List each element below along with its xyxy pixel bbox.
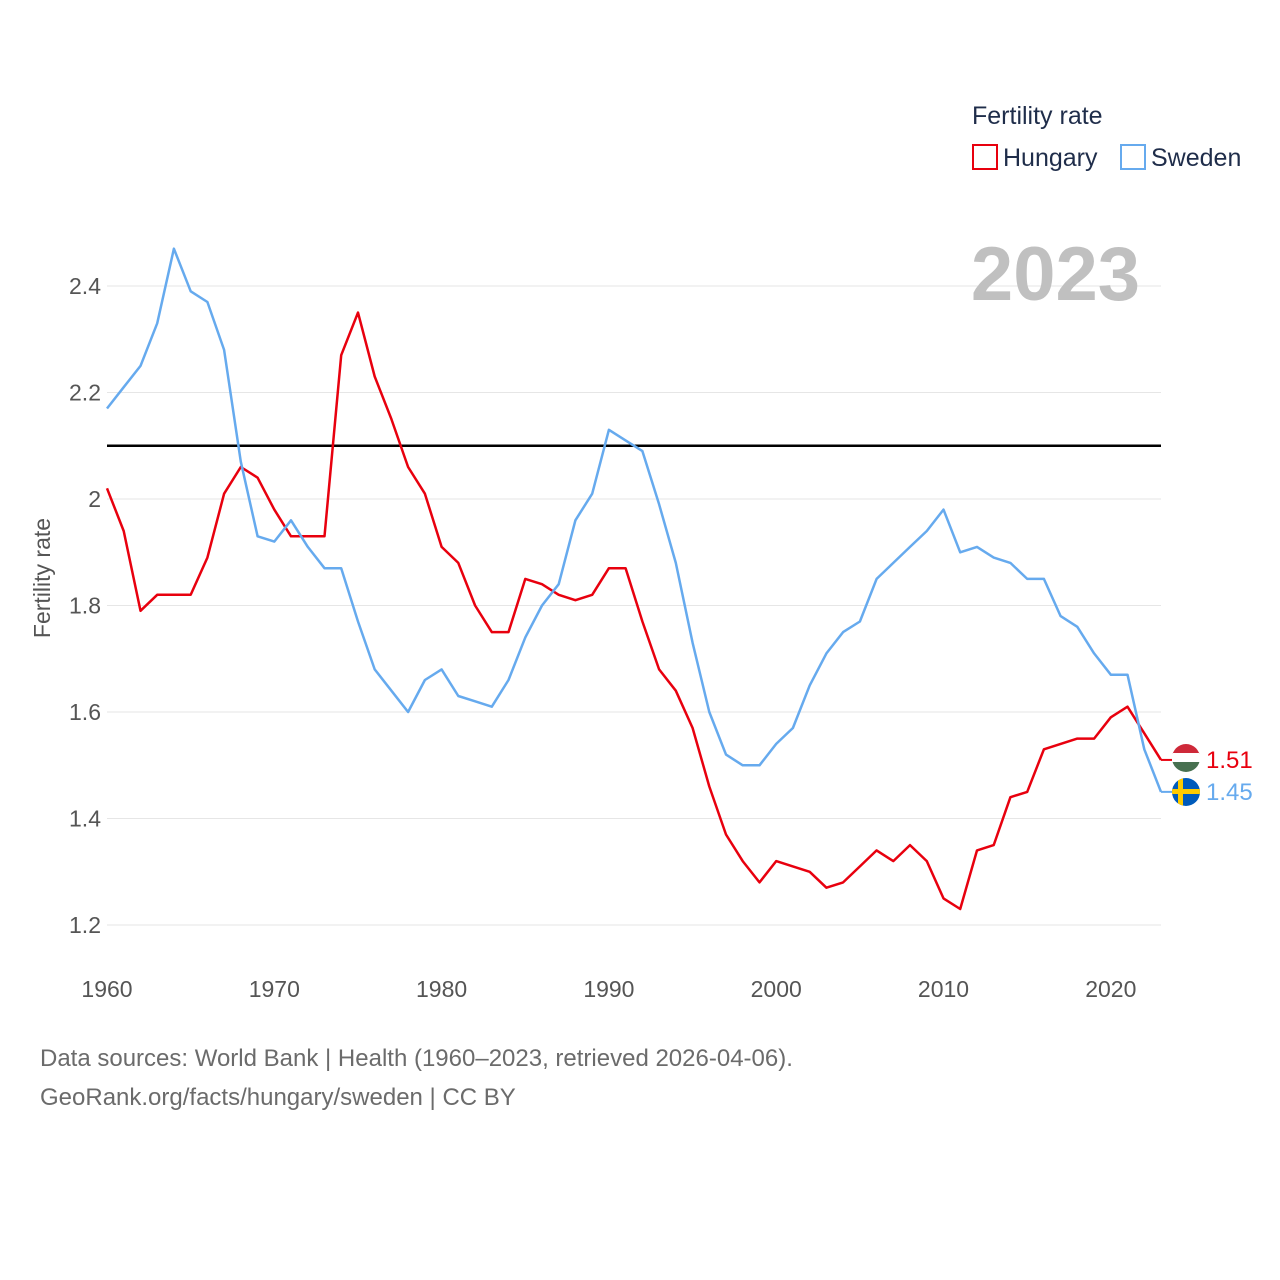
y-tick-label: 1.8 bbox=[69, 593, 101, 619]
y-tick-label: 1.2 bbox=[69, 912, 101, 938]
legend: Fertility rate Hungary Sweden bbox=[972, 102, 1241, 172]
series-line-hungary bbox=[105, 311, 1163, 911]
y-axis-label: Fertility rate bbox=[29, 518, 55, 638]
grid bbox=[107, 285, 1161, 926]
x-tick-label: 1970 bbox=[249, 976, 300, 1002]
current-year-label: 2023 bbox=[971, 232, 1140, 317]
series-lines bbox=[105, 247, 1163, 911]
y-tick-label: 2 bbox=[88, 486, 101, 512]
footer-sources: Data sources: World Bank | Health (1960–… bbox=[40, 1045, 793, 1072]
hungary-flag-icon bbox=[1172, 744, 1200, 772]
y-tick-label: 1.4 bbox=[69, 806, 101, 832]
x-axis: 1960 1970 1980 1990 2000 2010 2020 bbox=[81, 976, 1136, 1002]
series-line-sweden bbox=[106, 247, 1163, 793]
x-tick-label: 1990 bbox=[583, 976, 634, 1002]
y-tick-label: 2.2 bbox=[69, 380, 101, 406]
line-chart: 1.2 1.4 1.6 1.8 2 2.2 2.4 1960 1970 1980 1990 2000… bbox=[29, 102, 1253, 1002]
end-value-sweden: 1.45 bbox=[1206, 779, 1253, 806]
x-tick-label: 2000 bbox=[751, 976, 802, 1002]
legend-label-sweden: Sweden bbox=[1151, 144, 1241, 172]
legend-swatch-sweden bbox=[1120, 144, 1146, 170]
end-value-hungary: 1.51 bbox=[1206, 747, 1253, 774]
y-tick-label: 1.6 bbox=[69, 699, 101, 725]
legend-swatch-hungary bbox=[972, 144, 998, 170]
x-tick-label: 1960 bbox=[81, 976, 132, 1002]
x-tick-label: 1980 bbox=[416, 976, 467, 1002]
end-labels: 1.51 1.45 bbox=[1161, 747, 1253, 806]
footer-attribution: GeoRank.org/facts/hungary/sweden | CC BY bbox=[40, 1084, 516, 1111]
x-tick-label: 2010 bbox=[918, 976, 969, 1002]
sweden-flag-icon bbox=[1172, 778, 1200, 806]
y-axis: 1.2 1.4 1.6 1.8 2 2.2 2.4 bbox=[69, 273, 101, 938]
legend-label-hungary: Hungary bbox=[1003, 144, 1098, 172]
y-tick-label: 2.4 bbox=[69, 273, 101, 299]
legend-title: Fertility rate bbox=[972, 102, 1103, 130]
x-tick-label: 2020 bbox=[1085, 976, 1136, 1002]
